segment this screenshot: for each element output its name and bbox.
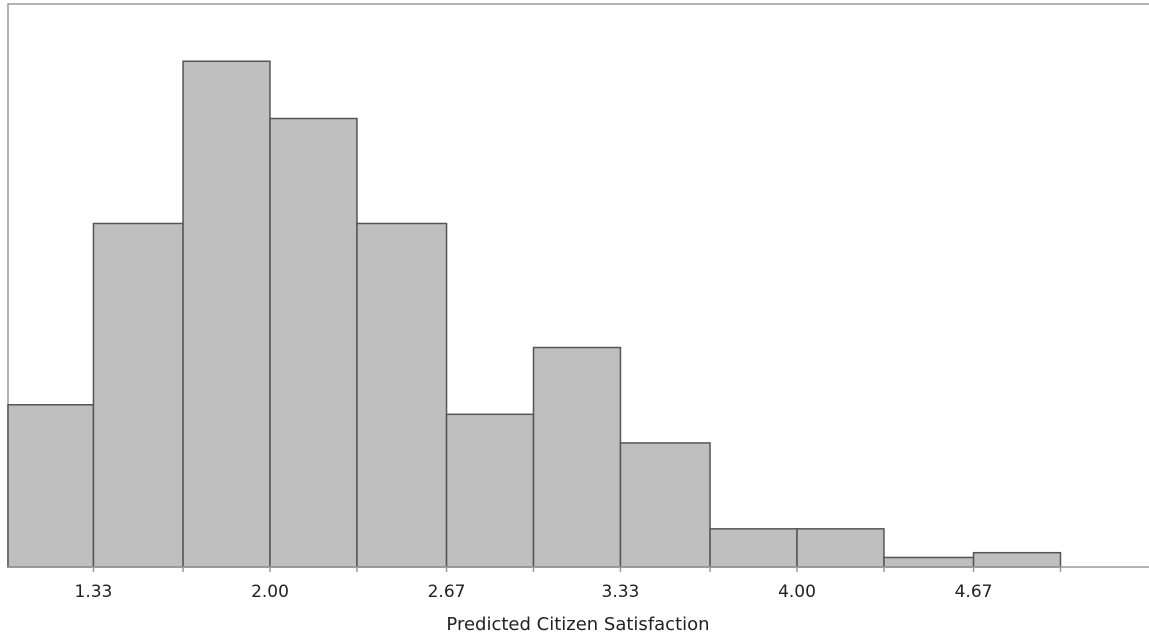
histogram-bar (182, 60, 271, 568)
histogram-bar (972, 551, 1062, 568)
histogram-bar (7, 404, 95, 568)
x-tick-label: 3.33 (602, 582, 640, 602)
x-tick-label: 2.67 (428, 582, 466, 602)
histogram-bar (269, 117, 358, 568)
x-tick-label: 2.00 (251, 582, 289, 602)
plot-frame (7, 3, 1149, 567)
x-tick-label: 1.33 (75, 582, 113, 602)
x-tick-label: 4.00 (778, 582, 816, 602)
x-tick-label: 4.67 (955, 582, 993, 602)
histogram-bar (709, 528, 798, 568)
histogram-bar (445, 413, 535, 568)
x-ticks-group: 1.33 2.00 2.67 3.33 4.00 4.67 (8, 566, 1149, 602)
x-axis-title: Predicted Citizen Satisfaction (446, 614, 709, 635)
histogram-bar (619, 442, 711, 568)
histogram-bar (92, 222, 184, 568)
bars-group (7, 60, 1062, 568)
histogram-bar (532, 346, 622, 568)
histogram-bar (883, 556, 975, 568)
histogram-bar (796, 528, 885, 568)
histogram-bar (356, 222, 448, 568)
